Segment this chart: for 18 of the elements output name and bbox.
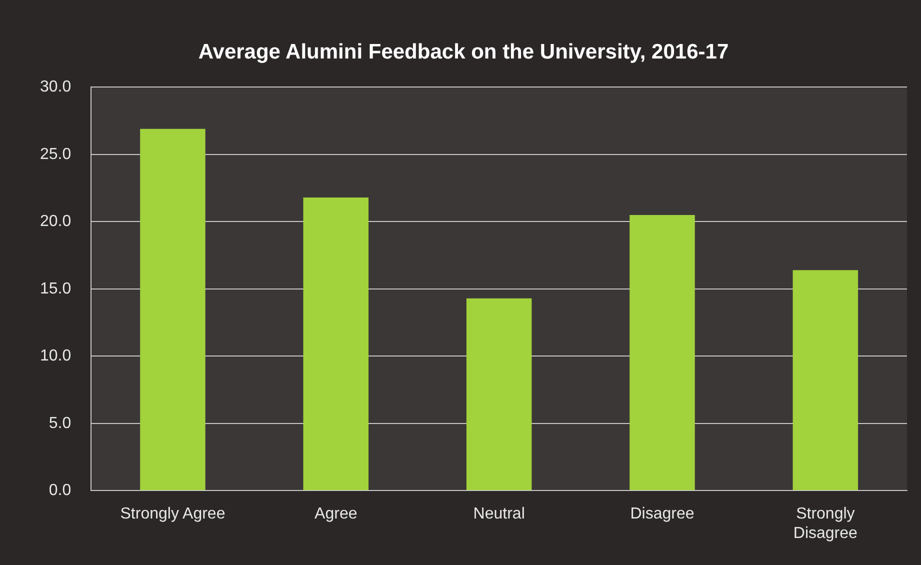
x-tick-label: Neutral: [473, 506, 525, 523]
x-tick-label: Strongly Agree: [120, 506, 226, 523]
bar: [630, 214, 695, 490]
x-tick-label: Agree: [314, 506, 358, 523]
y-tick-label: 5.0: [48, 414, 72, 432]
y-tick-label: 25.0: [40, 146, 72, 163]
x-tick-label: Disagree: [630, 506, 694, 523]
x-tick-label: Strongly Disagree: [793, 506, 858, 542]
y-tick-label: 10.0: [40, 348, 72, 365]
y-tick-label: 15.0: [40, 280, 72, 298]
bar: [303, 197, 369, 490]
y-tick-label: 30.0: [40, 78, 72, 96]
y-tick-label: 20.0: [40, 213, 72, 230]
bar: [140, 128, 206, 490]
chart-title: Average Alumini Feedback on the University, 2016-17: [198, 40, 729, 64]
y-tick-label: 0.0: [48, 482, 72, 500]
bar: [792, 270, 858, 490]
bar: [466, 298, 532, 490]
